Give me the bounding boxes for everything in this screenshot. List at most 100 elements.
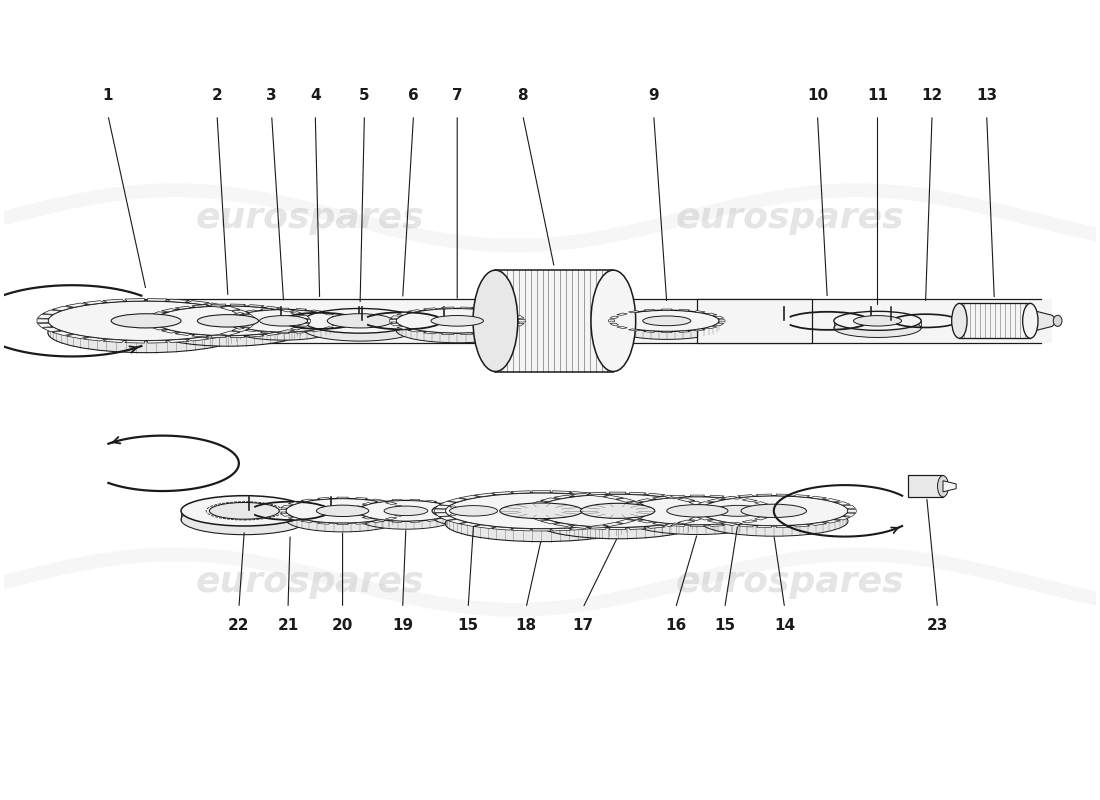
Polygon shape: [279, 309, 295, 312]
Polygon shape: [652, 497, 668, 499]
Text: 7: 7: [452, 88, 462, 102]
Polygon shape: [616, 498, 636, 502]
Polygon shape: [264, 333, 280, 335]
Polygon shape: [1031, 310, 1057, 332]
Ellipse shape: [615, 310, 719, 331]
Polygon shape: [298, 323, 310, 326]
Polygon shape: [385, 502, 397, 505]
Polygon shape: [679, 330, 690, 333]
Polygon shape: [671, 524, 685, 526]
Polygon shape: [526, 505, 539, 509]
Polygon shape: [375, 500, 386, 502]
Polygon shape: [474, 493, 495, 497]
Text: 16: 16: [664, 618, 686, 633]
Ellipse shape: [700, 496, 848, 526]
Polygon shape: [617, 326, 627, 329]
Polygon shape: [448, 498, 466, 502]
Polygon shape: [678, 498, 695, 502]
Polygon shape: [637, 509, 648, 513]
Ellipse shape: [182, 504, 308, 534]
Polygon shape: [205, 334, 227, 338]
Polygon shape: [570, 491, 591, 494]
Polygon shape: [531, 517, 547, 521]
Text: eurospares: eurospares: [196, 565, 425, 599]
Text: eurospares: eurospares: [675, 565, 904, 599]
Polygon shape: [147, 341, 167, 343]
Ellipse shape: [111, 314, 182, 328]
Polygon shape: [175, 306, 191, 310]
Ellipse shape: [396, 318, 518, 342]
Polygon shape: [647, 494, 666, 496]
Polygon shape: [261, 309, 272, 310]
Polygon shape: [233, 326, 244, 329]
Polygon shape: [395, 506, 405, 508]
Polygon shape: [450, 506, 458, 508]
Ellipse shape: [286, 498, 399, 523]
Polygon shape: [353, 510, 359, 512]
Polygon shape: [697, 298, 812, 343]
Polygon shape: [836, 517, 850, 520]
Polygon shape: [397, 326, 409, 330]
Polygon shape: [629, 527, 647, 530]
Polygon shape: [152, 312, 166, 315]
Polygon shape: [332, 316, 341, 318]
Polygon shape: [301, 319, 310, 322]
Polygon shape: [825, 498, 840, 502]
Polygon shape: [609, 492, 626, 494]
Polygon shape: [715, 316, 724, 318]
Ellipse shape: [446, 493, 637, 529]
Polygon shape: [392, 499, 402, 501]
Polygon shape: [531, 490, 551, 493]
Ellipse shape: [694, 502, 781, 520]
Polygon shape: [506, 326, 518, 330]
Polygon shape: [679, 310, 690, 311]
Polygon shape: [608, 320, 615, 322]
Polygon shape: [706, 326, 717, 329]
Polygon shape: [836, 502, 850, 505]
Polygon shape: [248, 305, 264, 307]
Ellipse shape: [396, 309, 518, 334]
Polygon shape: [694, 329, 705, 331]
Polygon shape: [43, 310, 60, 314]
Polygon shape: [691, 495, 704, 497]
Ellipse shape: [328, 314, 393, 328]
Polygon shape: [678, 520, 695, 524]
Polygon shape: [638, 498, 652, 502]
Polygon shape: [298, 315, 310, 318]
Ellipse shape: [499, 503, 583, 518]
Ellipse shape: [317, 505, 368, 517]
Polygon shape: [245, 330, 256, 332]
Ellipse shape: [834, 318, 921, 338]
Polygon shape: [147, 298, 167, 302]
Polygon shape: [240, 323, 255, 327]
Text: 14: 14: [774, 618, 795, 633]
Polygon shape: [755, 502, 768, 505]
Ellipse shape: [741, 504, 806, 518]
Polygon shape: [661, 331, 672, 333]
Polygon shape: [397, 312, 409, 315]
Polygon shape: [493, 330, 506, 332]
Polygon shape: [390, 316, 400, 318]
Polygon shape: [570, 494, 589, 496]
Polygon shape: [337, 523, 349, 525]
Text: eurospares: eurospares: [196, 201, 425, 235]
Polygon shape: [332, 323, 341, 326]
Polygon shape: [205, 303, 227, 307]
Polygon shape: [663, 523, 682, 526]
Polygon shape: [609, 316, 618, 318]
Polygon shape: [187, 337, 209, 341]
Polygon shape: [372, 520, 384, 522]
Polygon shape: [410, 521, 420, 522]
Polygon shape: [692, 506, 704, 509]
Ellipse shape: [446, 506, 637, 542]
Polygon shape: [439, 502, 456, 506]
Ellipse shape: [260, 316, 308, 326]
Polygon shape: [261, 331, 272, 334]
Polygon shape: [295, 309, 307, 310]
Text: 8: 8: [517, 88, 528, 102]
Polygon shape: [439, 516, 456, 520]
Polygon shape: [395, 514, 405, 516]
Polygon shape: [318, 522, 330, 524]
Polygon shape: [191, 334, 208, 337]
Polygon shape: [691, 525, 704, 526]
